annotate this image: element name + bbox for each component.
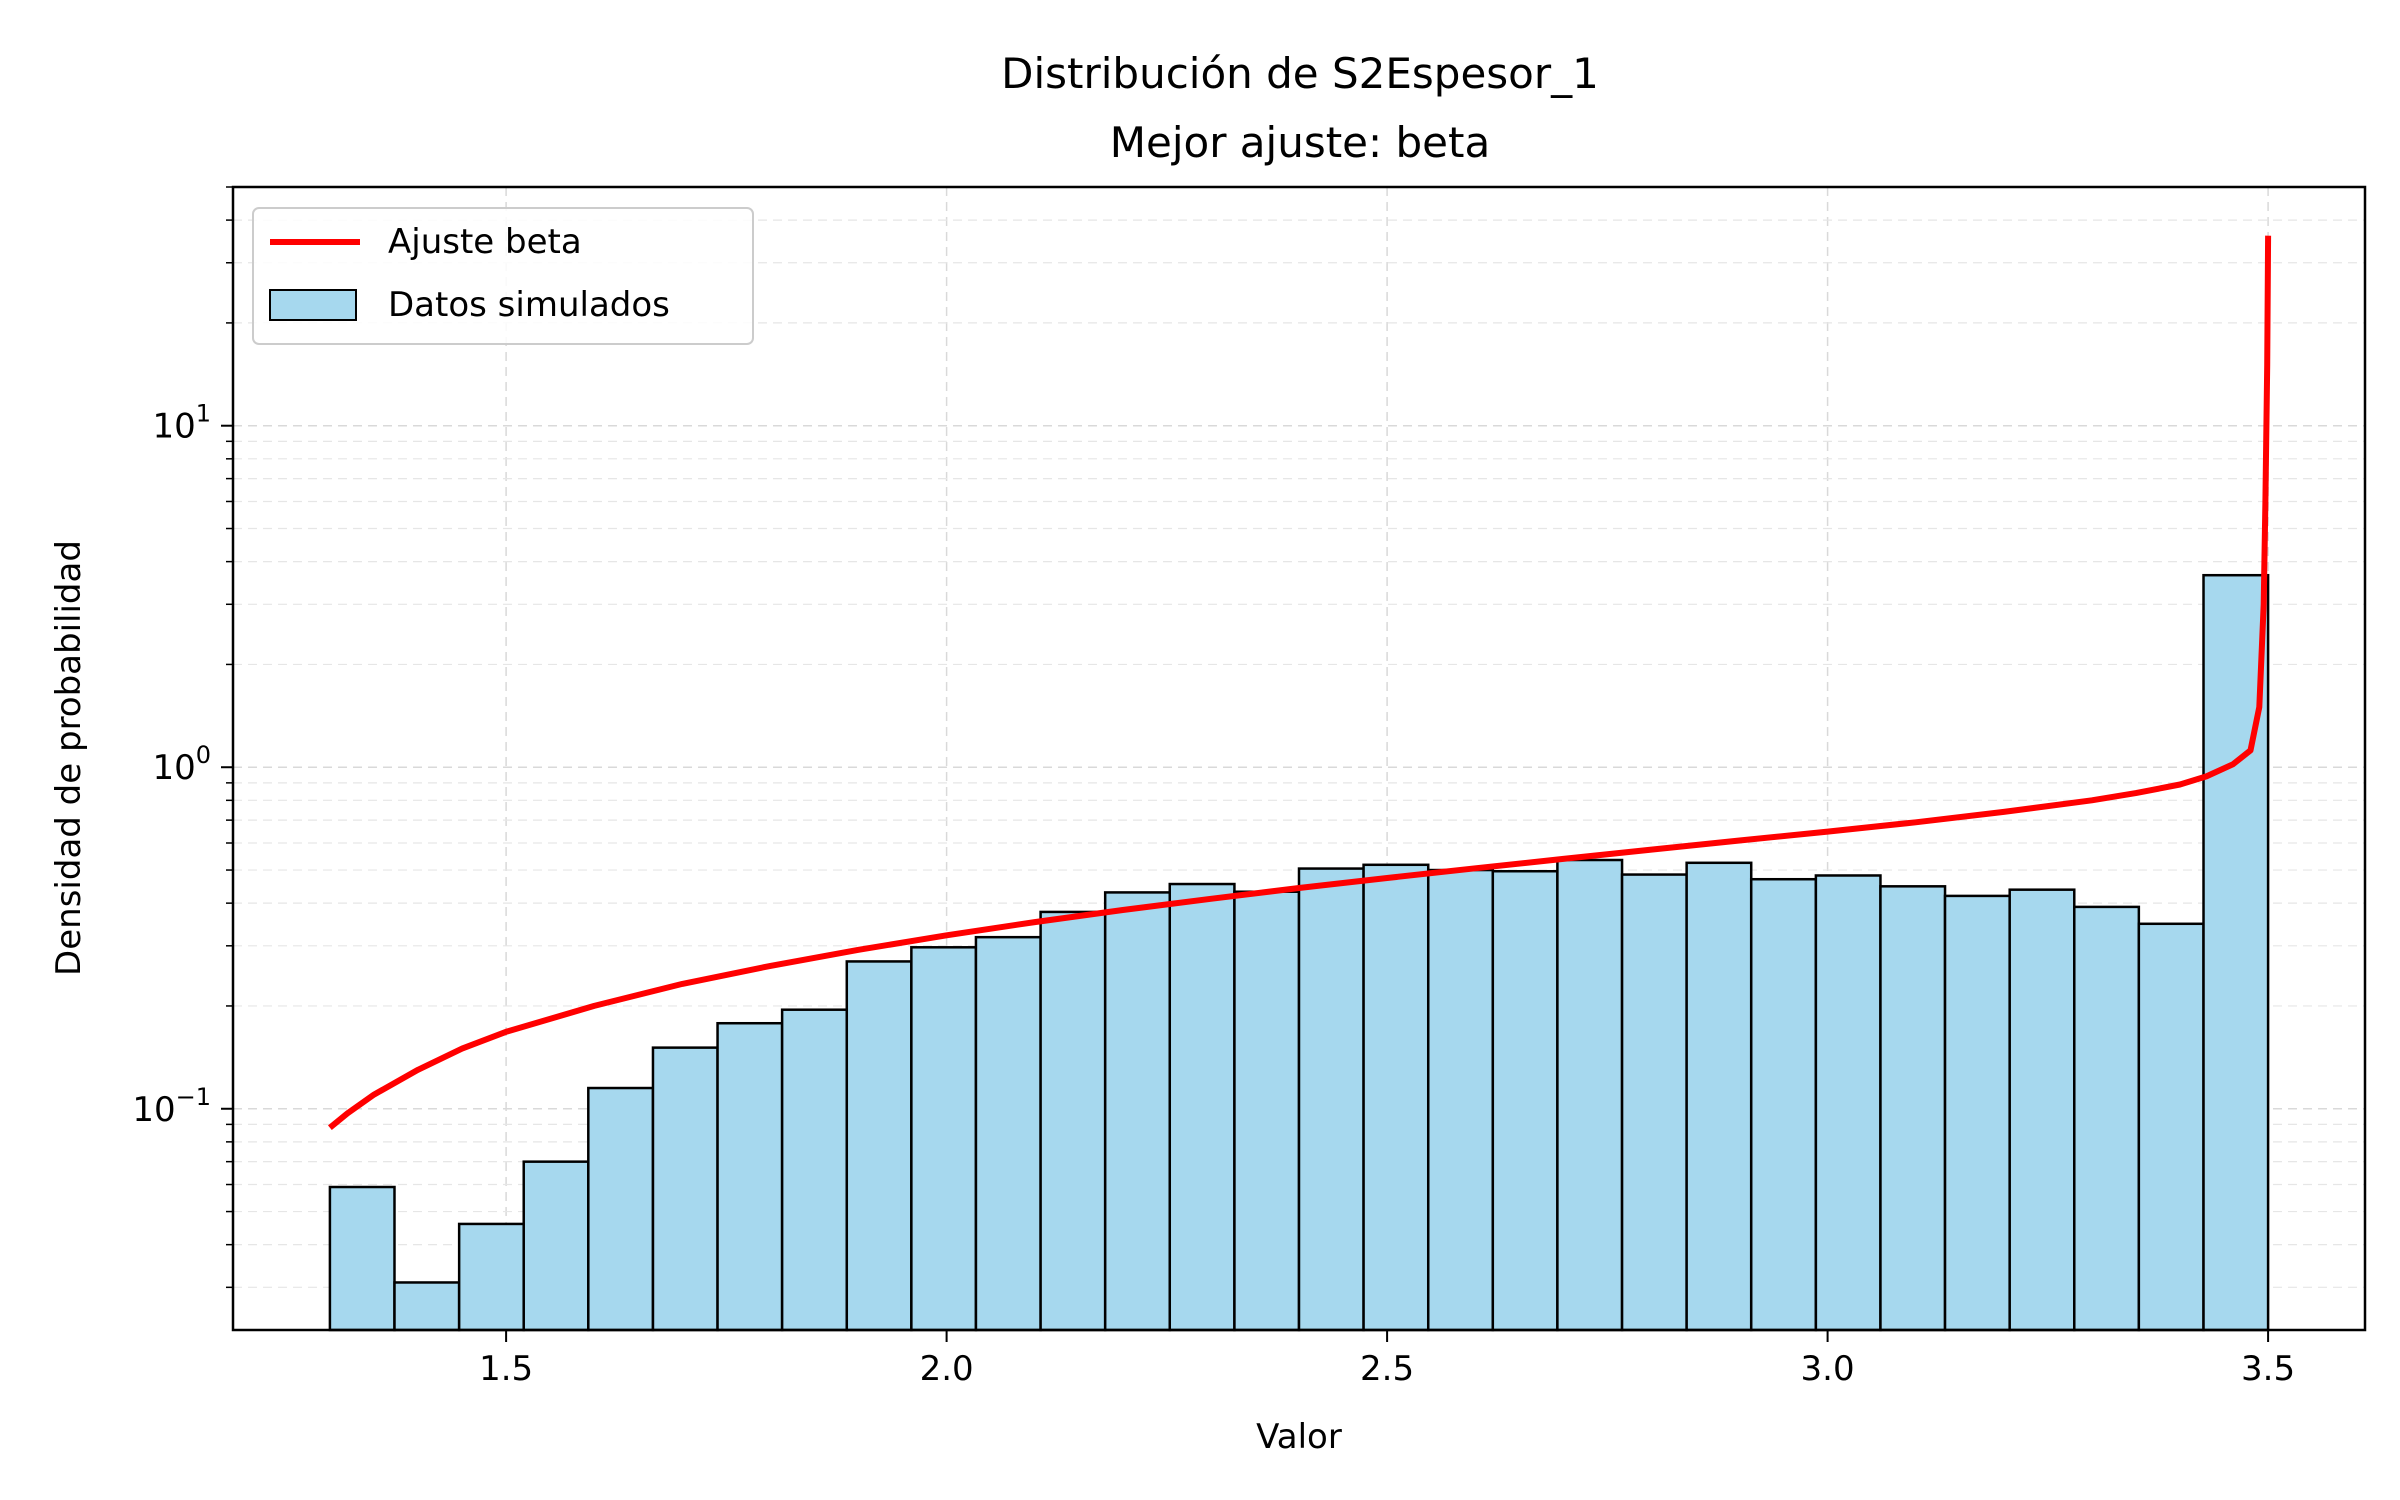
histogram-bar [1814,874,1882,1332]
histogram-bar [845,960,913,1332]
y-tick-label: 100 [152,741,211,788]
histogram-bar [1620,873,1688,1332]
histogram-bar [1943,894,2011,1332]
histogram-bar [1685,861,1753,1332]
chart-subtitle: Mejor ajuste: beta [1110,118,1490,167]
legend-bar-swatch [269,289,357,321]
x-axis: 1.5 2.0 2.5 3.0 3.5 [479,1330,2295,1389]
x-tick-label: 3.5 [2241,1349,2295,1389]
x-tick-label: 2.0 [920,1349,974,1389]
legend-box [252,207,754,345]
histogram-bar [974,935,1042,1332]
histogram-bar [1491,869,1559,1332]
y-axis-label: Densidad de probabilidad [49,540,89,976]
y-tick-label: 10−1 [132,1083,211,1130]
bars-layer [328,573,2270,1332]
histogram-bar [328,1185,396,1332]
histogram-bar [1168,882,1236,1332]
histogram-bar [1039,910,1107,1332]
histogram-bar [651,1046,719,1332]
histogram-bar [1556,858,1624,1332]
x-tick-label: 1.5 [479,1349,533,1389]
histogram-bar [1749,877,1818,1332]
y-axis: 10−1 100 101 [132,186,233,1289]
plot-frame [231,185,2367,1332]
chart-title: Distribución de S2Espesor_1 [1001,49,1599,98]
histogram-bar [1426,868,1495,1332]
histogram-bar [587,1086,655,1332]
legend-label-fit: Ajuste beta [388,222,582,262]
histogram-bar [1233,890,1301,1332]
histogram-bar [1362,863,1430,1332]
legend: Ajuste beta Datos simulados [252,207,754,345]
line-layer [328,235,2272,1131]
histogram-bar [2073,905,2141,1332]
histogram-bar [1297,867,1365,1332]
histogram-bar [780,1008,849,1332]
histogram-bar [393,1281,461,1332]
x-tick-label: 3.0 [1801,1349,1855,1389]
x-tick-label: 2.5 [1360,1349,1414,1389]
histogram-bar [1103,891,1172,1332]
histogram-bar [1879,885,1947,1332]
y-tick-label: 101 [152,400,211,447]
fit-line [328,235,2272,1131]
histogram-bar [2008,888,2076,1332]
legend-label-hist: Datos simulados [388,285,670,325]
histogram-bar [457,1222,525,1332]
histogram-bar [2137,922,2205,1332]
histogram-bar [522,1160,590,1332]
x-axis-label: Valor [1256,1417,1342,1457]
histogram-bar [716,1021,784,1332]
histogram-bar [910,946,978,1332]
